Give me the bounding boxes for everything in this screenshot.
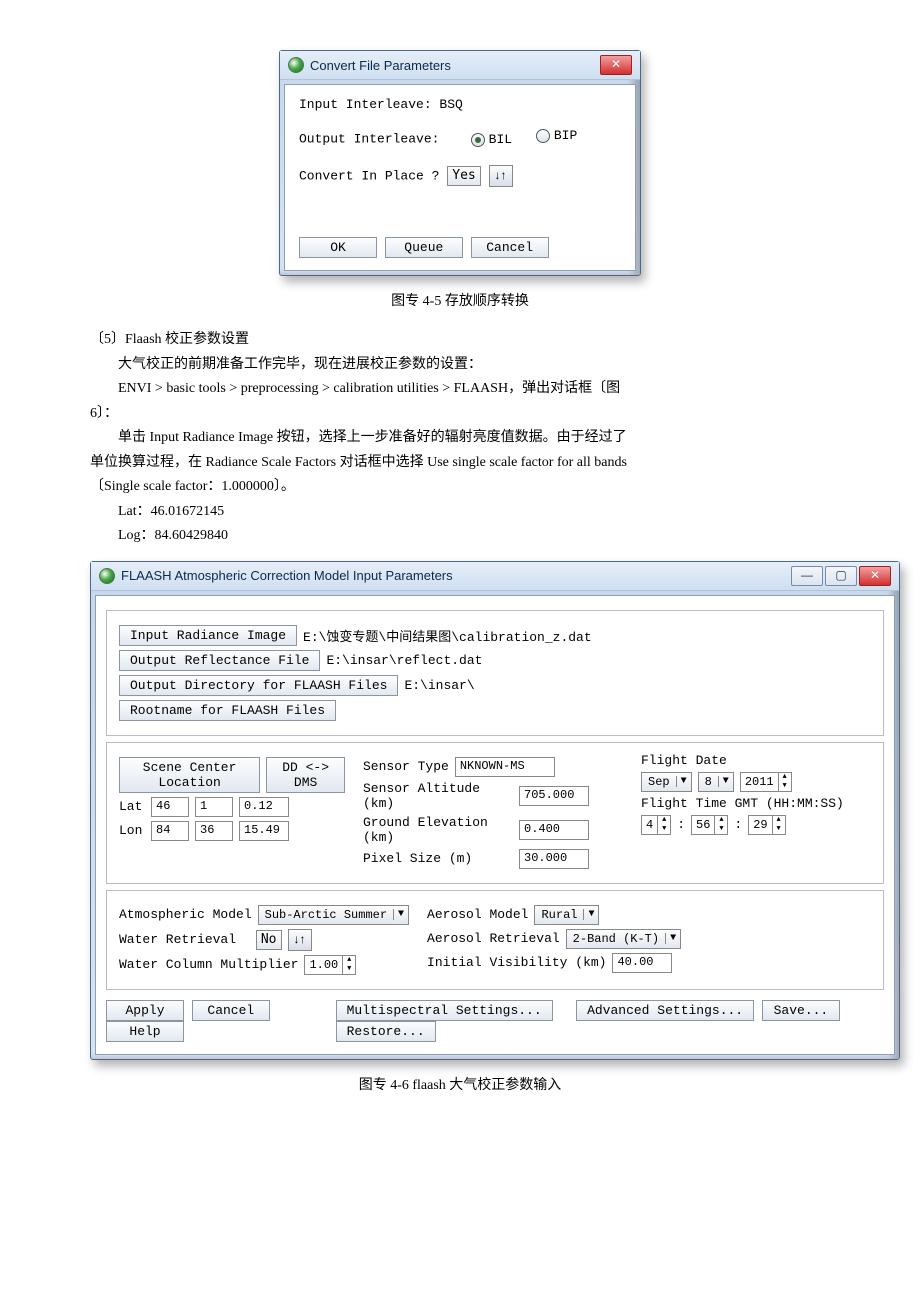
aerosol-model-label: Aerosol Model xyxy=(427,907,528,922)
radio-bil[interactable]: BIL xyxy=(471,132,512,147)
sensor-type-label: Sensor Type xyxy=(363,759,449,774)
scene-center-button[interactable]: Scene Center Location xyxy=(119,757,260,793)
para-line-5: Log：84.60429840 xyxy=(90,524,830,549)
para-line-3b: 单位换算过程，在 Radiance Scale Factors 对话框中选择 U… xyxy=(90,451,830,476)
caption-4-5: 图专 4-5 存放顺序转换 xyxy=(90,290,830,310)
radio-bip-label: BIP xyxy=(554,128,577,143)
flight-time-label: Flight Time GMT (HH:MM:SS) xyxy=(641,796,871,811)
radio-bil-label: BIL xyxy=(489,132,512,147)
flight-ss-spin[interactable]: 29 ▲▼ xyxy=(748,815,785,835)
water-col-spin[interactable]: 1.00 ▲▼ xyxy=(304,955,356,975)
advanced-button[interactable]: Advanced Settings... xyxy=(576,1000,754,1021)
radio-bip-dot xyxy=(536,129,550,143)
lat-sec-input[interactable]: 0.12 xyxy=(239,797,289,817)
para-line-2b: 6〕： xyxy=(90,402,830,427)
lon-min-input[interactable]: 36 xyxy=(195,821,233,841)
close-icon[interactable]: ✕ xyxy=(600,55,632,75)
sensor-alt-input[interactable]: 705.000 xyxy=(519,786,589,806)
output-reflectance-button[interactable]: Output Reflectance File xyxy=(119,650,320,671)
flaash-dialog: FLAASH Atmospheric Correction Model Inpu… xyxy=(90,561,900,1060)
queue-button[interactable]: Queue xyxy=(385,237,463,258)
caption-4-6: 图专 4-6 flaash 大气校正参数输入 xyxy=(90,1074,830,1094)
output-directory-button[interactable]: Output Directory for FLAASH Files xyxy=(119,675,398,696)
cancel-button[interactable]: Cancel xyxy=(471,237,549,258)
body-paragraph: 〔5〕Flaash 校正参数设置 大气校正的前期准备工作完毕，现在进展校正参数的… xyxy=(90,328,830,549)
lat-min-input[interactable]: 1 xyxy=(195,797,233,817)
lat-deg-input[interactable]: 46 xyxy=(151,797,189,817)
maximize-icon[interactable]: ▢ xyxy=(825,566,857,586)
app-icon xyxy=(99,568,115,584)
window-buttons: ― ▢ ✕ xyxy=(791,566,891,586)
water-retrieval-label: Water Retrieval xyxy=(119,932,236,947)
app-icon xyxy=(288,57,304,73)
rootname-button[interactable]: Rootname for FLAASH Files xyxy=(119,700,336,721)
radio-bip[interactable]: BIP xyxy=(536,128,577,143)
para-line-3a: 单击 Input Radiance Image 按钮，选择上一步准备好的辐射亮度… xyxy=(90,426,830,451)
multispectral-button[interactable]: Multispectral Settings... xyxy=(336,1000,553,1021)
initial-vis-label: Initial Visibility (km) xyxy=(427,955,606,970)
dd-dms-button[interactable]: DD <-> DMS xyxy=(266,757,345,793)
convert-title: Convert File Parameters xyxy=(310,58,451,73)
convert-titlebar: Convert File Parameters ✕ xyxy=(280,51,640,80)
para-line-4: Lat：46.01672145 xyxy=(90,500,830,525)
input-radiance-button[interactable]: Input Radiance Image xyxy=(119,625,297,646)
ok-button[interactable]: OK xyxy=(299,237,377,258)
restore-button[interactable]: Restore... xyxy=(336,1021,436,1042)
sort-icon[interactable]: ↓↑ xyxy=(489,165,513,187)
para-line-1: 大气校正的前期准备工作完毕，现在进展校正参数的设置： xyxy=(90,353,830,378)
lon-deg-input[interactable]: 84 xyxy=(151,821,189,841)
output-interleave-label: Output Interleave: xyxy=(299,132,439,147)
para-line-0: 〔5〕Flaash 校正参数设置 xyxy=(90,328,830,353)
flight-year-spin[interactable]: 2011 ▲▼ xyxy=(740,772,792,792)
water-col-label: Water Column Multiplier xyxy=(119,957,298,972)
apply-button[interactable]: Apply xyxy=(106,1000,184,1021)
lon-sec-input[interactable]: 15.49 xyxy=(239,821,289,841)
lat-label: Lat xyxy=(119,799,145,814)
output-directory-path: E:\insar\ xyxy=(404,678,474,693)
aerosol-retrieval-select[interactable]: 2-Band (K-T)▼ xyxy=(566,929,681,949)
aerosol-retrieval-label: Aerosol Retrieval xyxy=(427,931,560,946)
convert-in-place-label: Convert In Place ? xyxy=(299,168,439,183)
sensor-alt-label: Sensor Altitude (km) xyxy=(363,781,513,811)
help-button[interactable]: Help xyxy=(106,1021,184,1042)
atm-model-label: Atmospheric Model xyxy=(119,907,252,922)
convert-in-place-toggle[interactable]: Yes xyxy=(447,166,480,186)
flight-day-select[interactable]: 8▼ xyxy=(698,772,734,792)
pixel-size-label: Pixel Size (m) xyxy=(363,851,513,866)
aerosol-model-select[interactable]: Rural▼ xyxy=(534,905,599,925)
lon-label: Lon xyxy=(119,823,145,838)
flaash-titlebar: FLAASH Atmospheric Correction Model Inpu… xyxy=(91,562,899,591)
atm-model-select[interactable]: Sub-Arctic Summer▼ xyxy=(258,905,409,925)
flight-hh-spin[interactable]: 4 ▲▼ xyxy=(641,815,671,835)
sort-icon[interactable]: ↓↑ xyxy=(288,929,312,951)
initial-vis-input[interactable]: 40.00 xyxy=(612,953,672,973)
file-panel: Input Radiance Image E:\蚀变专题\中间结果图\calib… xyxy=(106,610,884,736)
water-retrieval-toggle[interactable]: No xyxy=(256,930,282,950)
para-line-3c: 〔Single scale factor：1.000000〕。 xyxy=(90,475,830,500)
flight-date-label: Flight Date xyxy=(641,753,871,768)
atmos-panel: Atmospheric Model Sub-Arctic Summer▼ Wat… xyxy=(106,890,884,990)
output-reflectance-path: E:\insar\reflect.dat xyxy=(326,653,482,668)
convert-dialog: Convert File Parameters ✕ Input Interlea… xyxy=(279,50,641,276)
para-line-2a: ENVI > basic tools > preprocessing > cal… xyxy=(90,377,830,402)
radio-bil-dot xyxy=(471,133,485,147)
pixel-size-input[interactable]: 30.000 xyxy=(519,849,589,869)
cancel-button[interactable]: Cancel xyxy=(192,1000,270,1021)
input-radiance-path: E:\蚀变专题\中间结果图\calibration_z.dat xyxy=(303,626,592,645)
flight-mm-spin[interactable]: 56 ▲▼ xyxy=(691,815,728,835)
flaash-title: FLAASH Atmospheric Correction Model Inpu… xyxy=(121,568,453,583)
sensor-type-input[interactable]: NKNOWN-MS xyxy=(455,757,555,777)
ground-elev-label: Ground Elevation (km) xyxy=(363,815,513,845)
ground-elev-input[interactable]: 0.400 xyxy=(519,820,589,840)
input-interleave-label: Input Interleave: BSQ xyxy=(299,97,621,112)
save-button[interactable]: Save... xyxy=(762,1000,840,1021)
minimize-icon[interactable]: ― xyxy=(791,566,823,586)
close-icon[interactable]: ✕ xyxy=(859,566,891,586)
flight-month-select[interactable]: Sep▼ xyxy=(641,772,692,792)
scene-panel: Scene Center Location DD <-> DMS Lat 46 … xyxy=(106,742,884,884)
